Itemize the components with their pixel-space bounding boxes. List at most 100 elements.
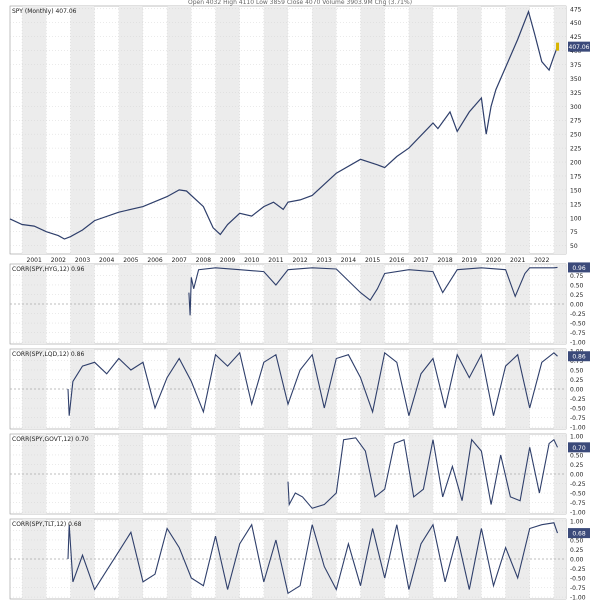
y-tick-label: 0.00: [570, 302, 584, 309]
x-tick-label: 2019: [462, 257, 477, 264]
year-stripe: [312, 349, 337, 429]
y-tick-label: 75: [570, 229, 578, 236]
last-value-text: 0.96: [572, 265, 586, 272]
y-tick-label: 175: [570, 173, 582, 180]
year-stripe: [457, 264, 482, 344]
y-tick-label: -0.25: [570, 396, 586, 403]
y-tick-label: 225: [570, 146, 582, 153]
y-tick-label: -0.25: [570, 311, 586, 318]
x-tick-label: 2016: [389, 257, 404, 264]
x-tick-label: 2017: [413, 257, 428, 264]
year-stripe: [408, 519, 434, 599]
last-value-tag: [568, 528, 590, 539]
series-label: SPY (Monthly) 407.06: [12, 8, 77, 15]
y-tick-label: 450: [570, 20, 582, 27]
x-tick-label: 2001: [27, 257, 42, 264]
y-tick-label: 1.00: [570, 518, 584, 525]
last-value-tag: [568, 41, 590, 52]
y-tick-label: -0.75: [570, 500, 586, 507]
year-stripe: [505, 434, 530, 514]
x-tick-label: 2011: [268, 257, 283, 264]
y-tick-label: 350: [570, 76, 582, 83]
y-tick-label: 0.25: [570, 292, 584, 299]
year-stripe: [408, 264, 434, 344]
year-stripe: [215, 6, 240, 254]
series-label: CORR(SPY,GOVT,12) 0.70: [12, 436, 89, 443]
year-stripe: [312, 6, 337, 254]
last-value-tag: [568, 262, 590, 273]
y-tick-label: -0.50: [570, 406, 586, 413]
y-tick-label: 250: [570, 132, 582, 139]
x-tick-label: 2010: [244, 257, 259, 264]
y-tick-label: 200: [570, 160, 582, 167]
x-tick-label: 2005: [123, 257, 138, 264]
year-stripe: [457, 434, 482, 514]
year-stripe: [70, 6, 95, 254]
y-tick-label: -0.25: [570, 481, 586, 488]
y-tick-label: 0.50: [570, 282, 584, 289]
y-tick-label: -1.00: [570, 510, 586, 517]
x-tick-label: 2002: [51, 257, 66, 264]
year-stripe: [553, 6, 566, 254]
year-stripe: [457, 6, 482, 254]
series-label: CORR(SPY,HYG,12) 0.96: [12, 266, 85, 273]
x-tick-label: 2015: [365, 257, 380, 264]
year-stripe: [408, 6, 434, 254]
year-stripe: [263, 6, 288, 254]
year-stripe: [505, 6, 530, 254]
series-label: CORR(SPY,TLT,12) 0.68: [12, 521, 82, 528]
last-value-text: 0.70: [572, 445, 586, 452]
y-tick-label: -1.00: [570, 595, 586, 600]
x-tick-label: 2008: [196, 257, 211, 264]
year-stripe: [167, 6, 192, 254]
year-stripe: [312, 264, 337, 344]
y-tick-label: 325: [570, 90, 582, 97]
y-tick-label: 0.50: [570, 537, 584, 544]
y-tick-label: -0.75: [570, 415, 586, 422]
y-tick-label: 300: [570, 104, 582, 111]
x-tick-label: 2014: [341, 257, 356, 264]
y-tick-label: -0.75: [570, 585, 586, 592]
y-tick-label: 125: [570, 201, 582, 208]
y-tick-label: -0.50: [570, 321, 586, 328]
y-tick-label: 375: [570, 62, 582, 69]
last-value-text: 0.68: [572, 531, 586, 538]
series-line: [67, 351, 558, 416]
header-ohlc-readout: Open 4032 High 4110 Low 3859 Close 4070 …: [188, 0, 412, 6]
y-tick-label: 0.25: [570, 547, 584, 554]
y-tick-label: 50: [570, 243, 578, 250]
year-stripe: [408, 434, 434, 514]
x-tick-label: 2012: [292, 257, 307, 264]
y-tick-label: -1.00: [570, 425, 586, 432]
year-stripe: [360, 434, 385, 514]
year-stripe: [312, 434, 337, 514]
x-tick-label: 2006: [147, 257, 162, 264]
year-stripe: [22, 6, 47, 254]
y-tick-label: 100: [570, 215, 582, 222]
year-stripe: [360, 264, 385, 344]
y-tick-label: -0.75: [570, 330, 586, 337]
y-tick-label: 0.25: [570, 462, 584, 469]
y-tick-label: -0.50: [570, 576, 586, 583]
x-tick-label: 2013: [317, 257, 332, 264]
last-value-tag: [568, 442, 590, 453]
y-tick-label: 0.00: [570, 387, 584, 394]
y-tick-label: 0.00: [570, 472, 584, 479]
x-tick-label: 2022: [534, 257, 549, 264]
y-tick-label: 0.25: [570, 377, 584, 384]
series-line: [9, 9, 559, 240]
year-stripe: [118, 6, 143, 254]
series-label: CORR(SPY,LQD,12) 0.86: [12, 351, 84, 358]
y-tick-label: 0.75: [570, 273, 584, 280]
year-stripe: [312, 519, 337, 599]
y-tick-label: 0.00: [570, 557, 584, 564]
y-tick-label: 275: [570, 118, 582, 125]
y-tick-label: 150: [570, 187, 582, 194]
last-bar-marker: [556, 42, 560, 51]
y-tick-label: 425: [570, 34, 582, 41]
y-tick-label: 0.75: [570, 358, 584, 365]
x-tick-label: 2004: [99, 257, 114, 264]
y-tick-label: 0.50: [570, 367, 584, 374]
last-value-tag: [568, 351, 590, 362]
